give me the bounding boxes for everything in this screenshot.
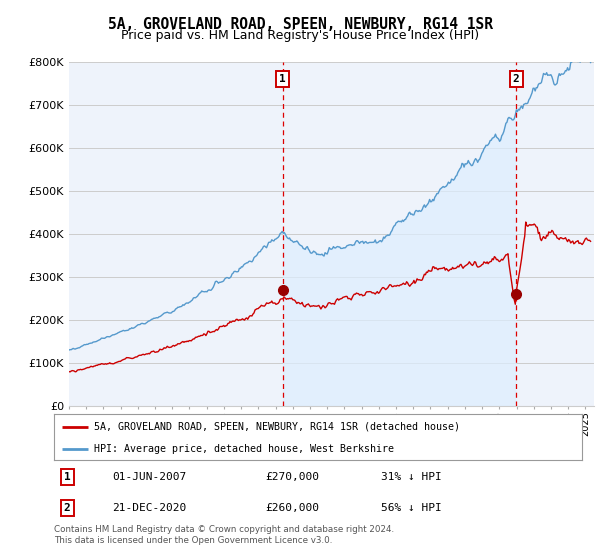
Text: 01-JUN-2007: 01-JUN-2007 [112,472,187,482]
Text: HPI: Average price, detached house, West Berkshire: HPI: Average price, detached house, West… [94,444,394,454]
Text: £260,000: £260,000 [265,503,319,513]
Text: 1: 1 [280,74,286,84]
Text: 2: 2 [64,503,71,513]
Text: 1: 1 [64,472,71,482]
Text: 21-DEC-2020: 21-DEC-2020 [112,503,187,513]
Text: 56% ↓ HPI: 56% ↓ HPI [382,503,442,513]
Text: 31% ↓ HPI: 31% ↓ HPI [382,472,442,482]
Text: 5A, GROVELAND ROAD, SPEEN, NEWBURY, RG14 1SR: 5A, GROVELAND ROAD, SPEEN, NEWBURY, RG14… [107,17,493,32]
Text: 2: 2 [512,74,520,84]
Text: 5A, GROVELAND ROAD, SPEEN, NEWBURY, RG14 1SR (detached house): 5A, GROVELAND ROAD, SPEEN, NEWBURY, RG14… [94,422,460,432]
Text: Contains HM Land Registry data © Crown copyright and database right 2024.
This d: Contains HM Land Registry data © Crown c… [54,525,394,545]
Text: Price paid vs. HM Land Registry's House Price Index (HPI): Price paid vs. HM Land Registry's House … [121,29,479,42]
Text: £270,000: £270,000 [265,472,319,482]
